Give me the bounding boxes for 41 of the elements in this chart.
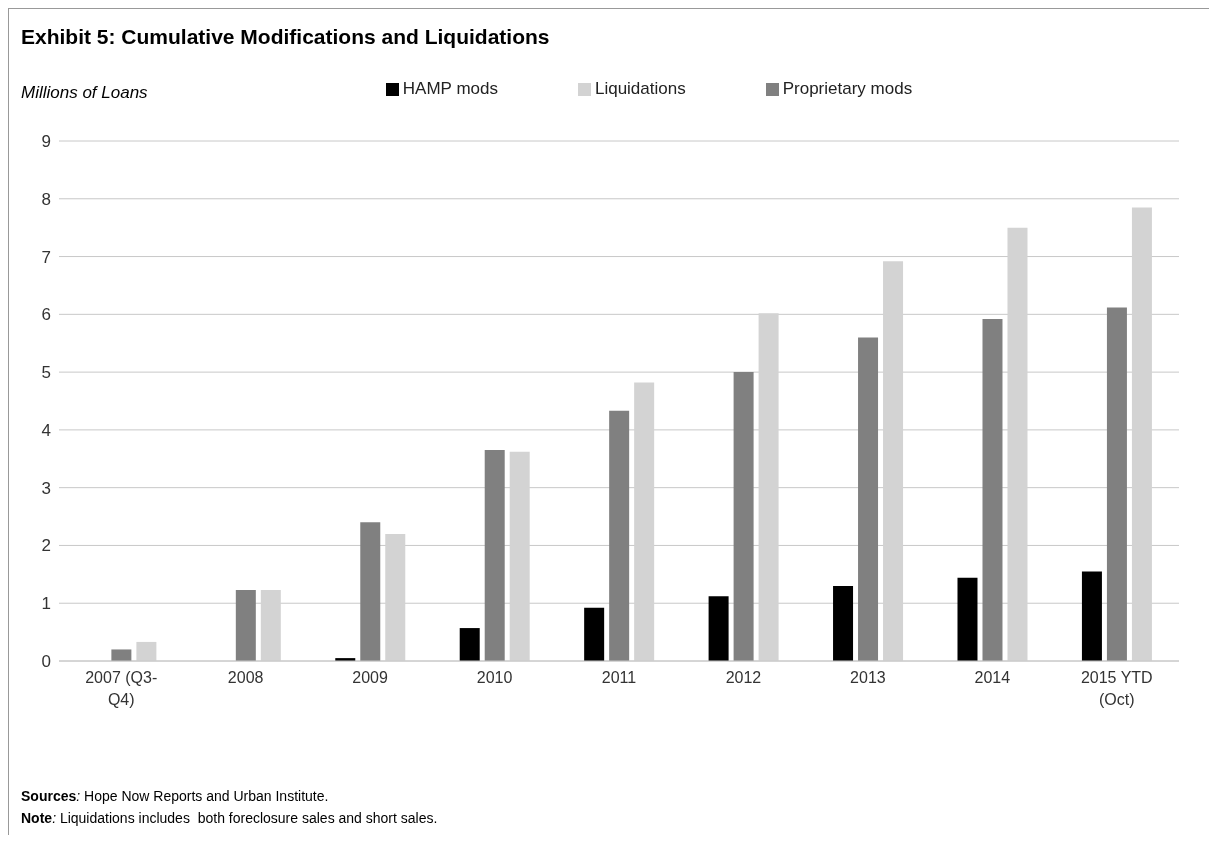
x-tick-label: 2013 [850, 669, 886, 686]
bar [360, 522, 381, 661]
legend-label: Proprietary mods [782, 79, 913, 98]
x-tick-label: 2010 [476, 669, 513, 686]
y-tick-label: 7 [41, 247, 51, 267]
y-tick-label: 2 [41, 536, 51, 556]
y-tick-label: 6 [41, 305, 51, 325]
bar [1081, 571, 1102, 661]
x-tick-label: 2012 [725, 669, 762, 686]
source-note: Sources: Hope Now Reports and Urban Institute. [21, 787, 330, 806]
bar [609, 410, 630, 661]
bar [982, 318, 1003, 661]
bar [957, 577, 978, 661]
y-tick-label: 0 [41, 652, 51, 672]
y-axis-title: Millions of Loans [21, 83, 148, 103]
y-tick-label: 5 [41, 363, 51, 383]
bar [833, 585, 854, 661]
bar [858, 337, 879, 661]
legend-label: Liquidations [594, 79, 686, 98]
legend-label: HAMP mods [402, 79, 498, 98]
x-tick-label: 2015 YTD (Oct) [1080, 669, 1153, 708]
y-tick-label: 3 [41, 478, 51, 498]
bar [111, 649, 132, 661]
x-tick-label: 2011 [601, 669, 637, 686]
x-tick-label: 2008 [227, 669, 264, 686]
bar [235, 589, 256, 661]
y-tick-label: 4 [41, 420, 51, 440]
bar [1106, 307, 1127, 661]
x-tick-label: 2009 [352, 669, 389, 686]
x-tick-label: 2007 (Q3-Q4) [85, 669, 158, 708]
bar [484, 450, 505, 661]
chart-title: Exhibit 5: Cumulative Modifications and Liquidations [21, 25, 550, 49]
y-tick-label: 8 [41, 189, 51, 209]
bar [733, 372, 754, 661]
x-tick-label: 2014 [974, 669, 1011, 686]
text: Note: Liquidations includes both foreclosure sales and short sales. [21, 809, 438, 828]
bar [459, 628, 480, 661]
bar [708, 596, 729, 661]
y-tick-label: 9 [41, 132, 51, 152]
y-tick-label: 1 [41, 594, 51, 614]
bar [584, 607, 605, 661]
